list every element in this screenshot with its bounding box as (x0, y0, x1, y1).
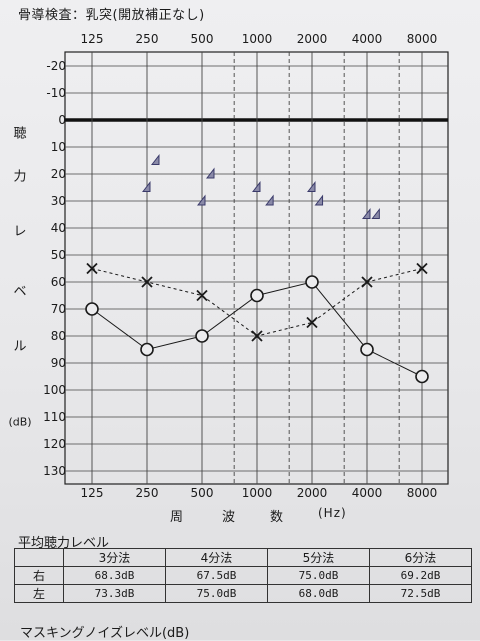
data-point-bone-conduction (150, 154, 160, 165)
table-cell: 69.2dB (369, 566, 472, 585)
freq-top-label: 500 (190, 32, 214, 46)
data-point-cross (141, 276, 153, 288)
y-tick-label: 0 (58, 113, 66, 127)
data-point-circle (415, 369, 429, 384)
data-point-cross (196, 289, 208, 302)
y-tick-label: 30 (50, 194, 66, 208)
y-axis-label-char: 力 (13, 169, 27, 185)
freq-top-label: 4000 (351, 32, 383, 46)
data-point-bone-conduction (251, 181, 261, 192)
table-cell: 68.3dB (63, 566, 166, 585)
data-point-circle (250, 288, 264, 303)
data-point-bone-conduction (265, 194, 274, 206)
y-tick-label: -20 (46, 59, 66, 73)
freq-top-label: 250 (135, 32, 159, 46)
y-axis-label-char: 聴 (13, 126, 27, 142)
table-corner-cell (14, 548, 64, 567)
plot-frame (64, 51, 449, 485)
table-cell: 67.5dB (165, 566, 268, 585)
table-row-label: 左 (14, 584, 64, 603)
data-point-circle (195, 329, 209, 343)
data-point-circle (140, 342, 154, 357)
y-axis-label-char: ル (13, 339, 27, 355)
data-point-bone-conduction (205, 167, 215, 179)
y-tick-label: 10 (50, 140, 66, 154)
x-axis-unit: (Hz) (318, 506, 347, 520)
table-cell: 68.0dB (267, 584, 370, 603)
y-axis-label-char: レ (13, 224, 27, 240)
freq-bottom-label: 4000 (351, 486, 383, 500)
data-point-bone-conduction (306, 181, 316, 192)
data-point-bone-conduction (371, 208, 380, 219)
average-hearing-title: 平均聴力レベル (18, 536, 110, 551)
y-tick-label: 100 (43, 383, 66, 397)
y-tick-label: 120 (43, 437, 66, 451)
data-point-cross (416, 262, 428, 275)
table-header-row: 3分法 4分法 5分法 6分法 (14, 548, 472, 567)
data-point-bone-conduction (196, 194, 206, 206)
table-cell: 72.5dB (369, 584, 472, 603)
y-tick-label: 50 (50, 248, 66, 262)
y-tick-label: -10 (46, 86, 66, 100)
y-tick-label: 40 (50, 221, 66, 235)
table-column-header: 4分法 (165, 548, 268, 567)
y-tick-label: 20 (50, 167, 66, 181)
data-point-cross (86, 262, 98, 275)
freq-bottom-label: 125 (80, 486, 104, 500)
table-cell: 75.0dB (267, 566, 370, 585)
y-tick-label: 80 (50, 329, 66, 343)
data-point-cross (361, 276, 373, 288)
y-tick-label: 60 (50, 275, 66, 289)
data-point-circle (360, 342, 374, 357)
y-axis-label-char: ベ (13, 284, 27, 300)
table-column-header: 6分法 (369, 548, 472, 567)
test-title: 骨導検査：乳突(開放補正なし) (18, 8, 205, 23)
data-point-bone-conduction (141, 181, 151, 192)
freq-bottom-label: 2000 (296, 486, 328, 500)
freq-top-label: 8000 (406, 32, 438, 46)
x-axis-label-char: 波 (222, 510, 237, 525)
data-point-circle (85, 302, 99, 316)
table-column-header: 5分法 (267, 548, 370, 567)
average-hearing-table: 3分法 4分法 5分法 6分法 右 68.3dB 67.5dB 75.0dB 6… (14, 548, 472, 603)
masking-noise-title: マスキングノイズレベル(dB) (20, 626, 190, 641)
table-row-label: 右 (14, 566, 64, 585)
data-point-circle (305, 275, 319, 289)
freq-bottom-label: 500 (190, 486, 214, 500)
table-column-header: 3分法 (63, 548, 166, 567)
freq-bottom-label: 8000 (406, 486, 438, 500)
freq-bottom-label: 1000 (241, 486, 273, 500)
y-tick-label: 90 (50, 356, 66, 370)
table-cell: 75.0dB (165, 584, 268, 603)
data-point-cross (306, 316, 318, 329)
freq-top-label: 125 (80, 32, 104, 46)
table-row-left: 左 73.3dB 75.0dB 68.0dB 72.5dB (14, 584, 472, 603)
table-cell: 73.3dB (63, 584, 166, 603)
data-point-bone-conduction (314, 194, 324, 206)
table-row-right: 右 68.3dB 67.5dB 75.0dB 69.2dB (14, 566, 472, 585)
y-tick-label: 110 (43, 410, 66, 424)
freq-top-label: 1000 (241, 32, 273, 46)
y-tick-label: 130 (43, 464, 66, 478)
data-point-cross (251, 330, 263, 342)
x-axis-label-char: 周 (170, 510, 185, 525)
y-axis-unit: (dB) (8, 415, 32, 429)
freq-top-label: 2000 (296, 32, 328, 46)
x-axis-label-char: 数 (270, 510, 285, 525)
freq-bottom-label: 250 (135, 486, 159, 500)
y-tick-label: 70 (50, 302, 66, 316)
data-point-bone-conduction (361, 208, 371, 219)
